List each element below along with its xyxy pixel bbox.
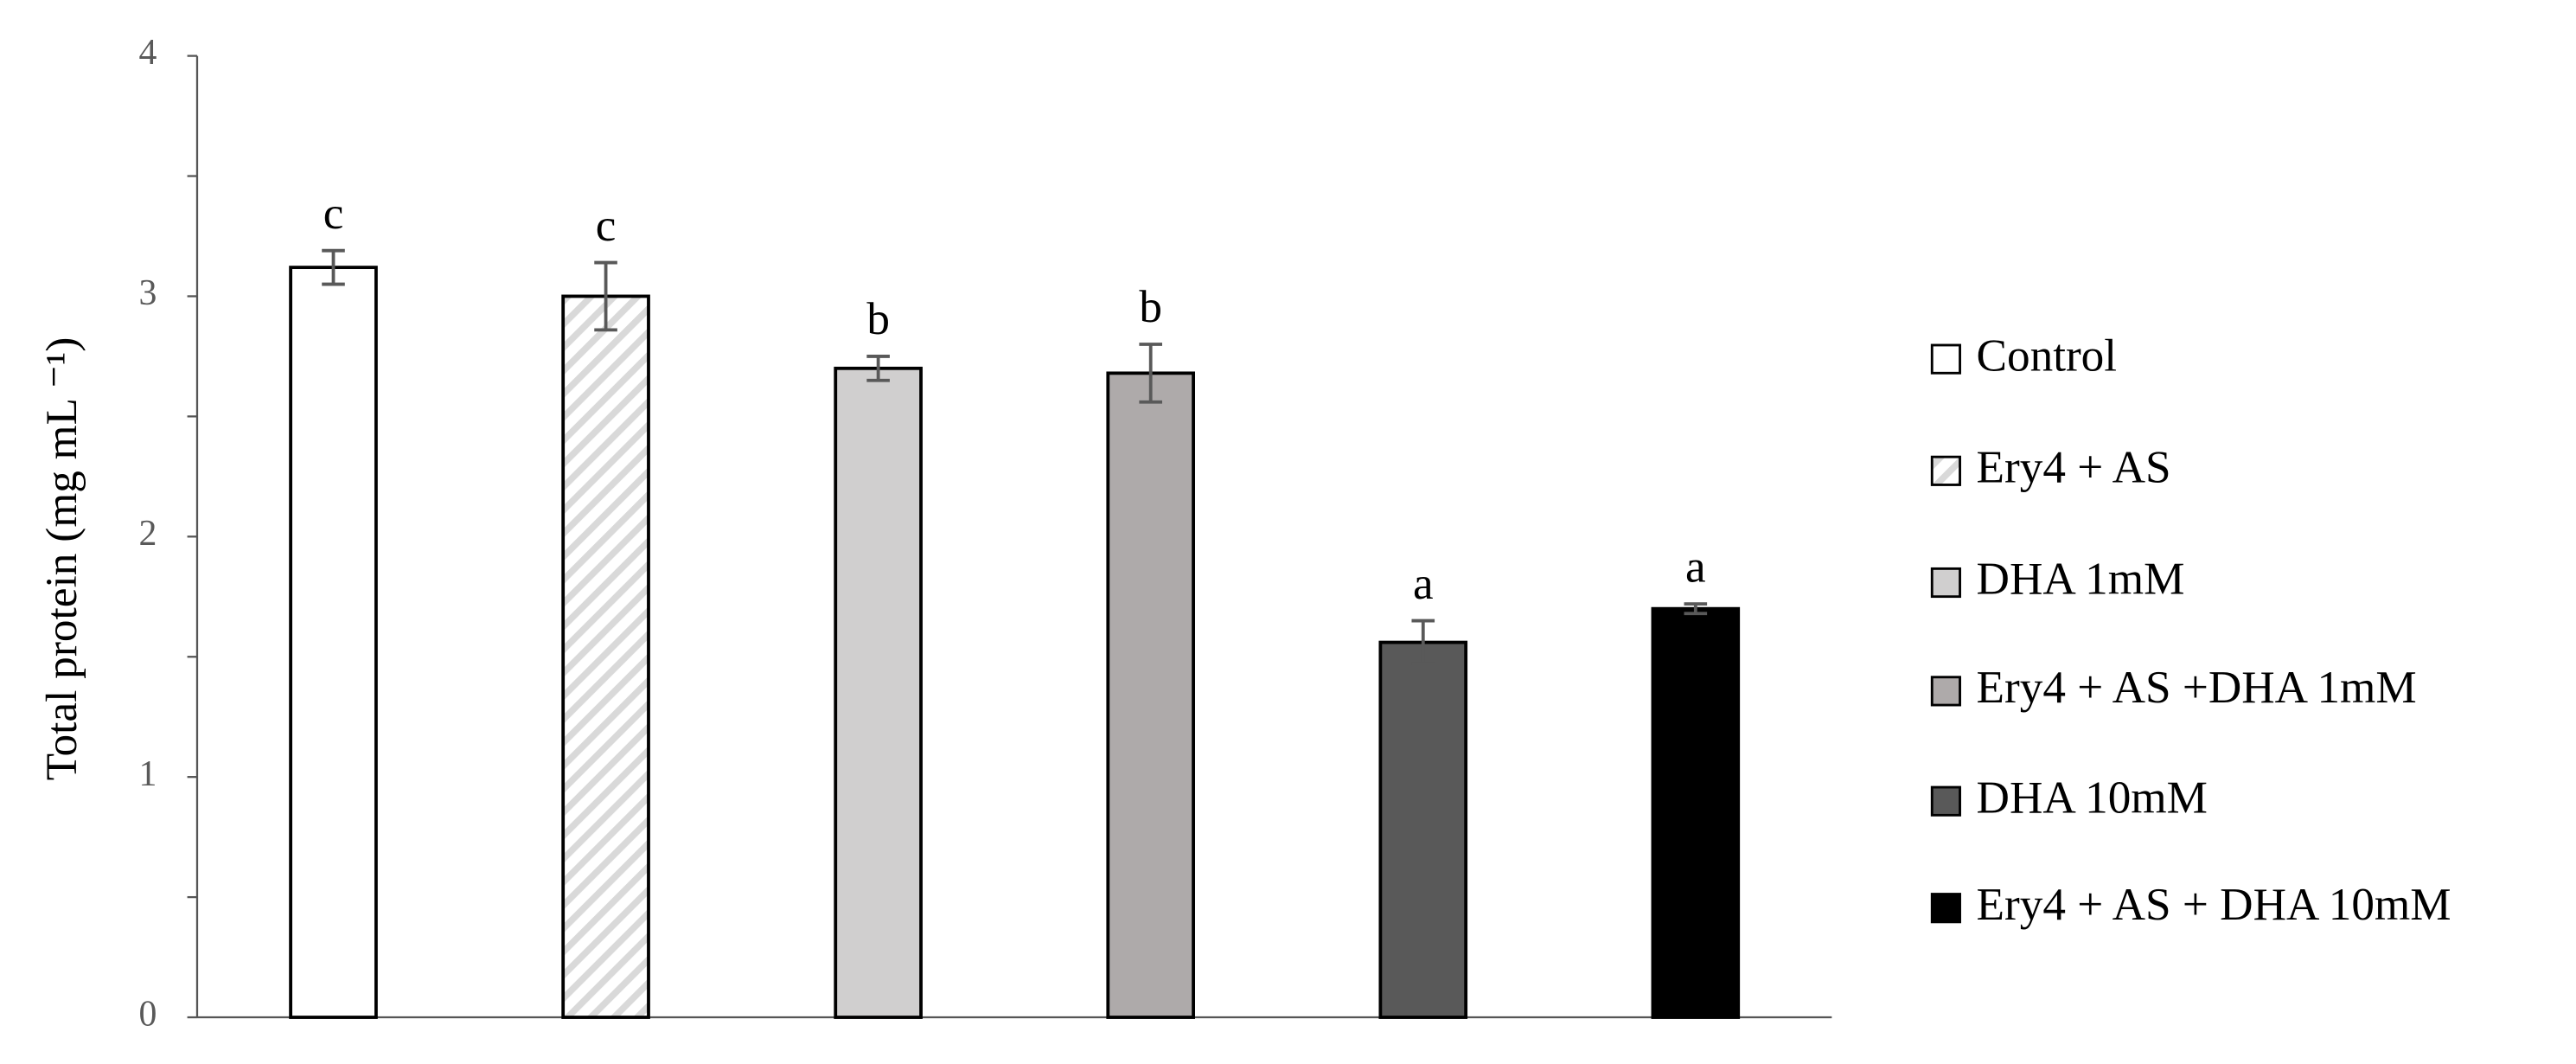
legend-label: DHA 1mM [1977,554,2185,605]
significance-letter: c [596,200,617,251]
y-tick-label: 2 [139,514,157,554]
bar [561,294,650,1019]
legend-swatch [1930,893,1961,924]
significance-letter: b [866,293,890,344]
legend-swatch [1930,785,1961,817]
significance-letter: b [1139,281,1162,332]
legend-swatch [1930,343,1961,375]
bar [1106,371,1195,1019]
y-tick-label: 0 [139,995,157,1035]
bar [1651,606,1741,1019]
significance-letter: c [323,188,344,239]
y-axis-label: Total protein (mg mL ⁻¹) [37,337,86,781]
y-tick-label: 1 [139,754,157,794]
legend-label: Ery4 + AS [1977,441,2171,492]
legend-swatch [1930,567,1961,599]
y-tick-label: 3 [139,273,157,313]
significance-letter: a [1685,541,1706,592]
legend-label: Ery4 + AS +DHA 1mM [1977,662,2417,713]
legend-label: DHA 10mM [1977,772,2208,823]
bar [289,266,378,1019]
bar [834,366,923,1019]
legend-label: Ery4 + AS + DHA 10mM [1977,879,2451,930]
bar [1378,640,1468,1019]
legend-swatch [1930,455,1961,486]
legend-label: Control [1977,330,2118,381]
significance-letter: a [1413,558,1434,609]
y-tick-label: 4 [139,33,157,73]
legend-swatch [1930,676,1961,707]
